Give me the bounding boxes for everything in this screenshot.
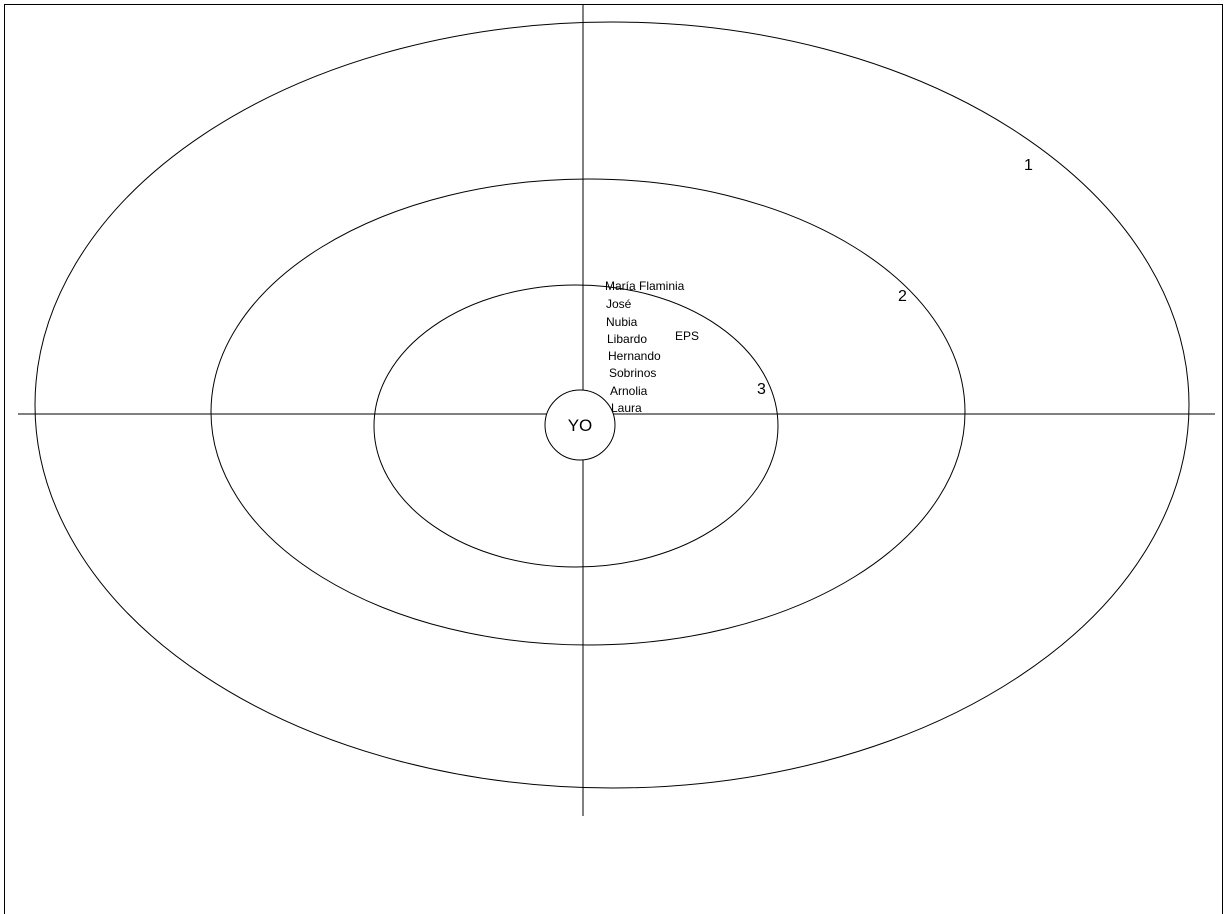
center-circle: [544, 389, 616, 461]
center-label: YO: [568, 416, 593, 435]
name-label: Laura: [611, 401, 642, 415]
ring-label-3: 3: [757, 381, 766, 398]
name-label: Libardo: [607, 332, 647, 346]
outer-ring: [34, 21, 1190, 789]
inner-ring: [373, 284, 779, 568]
name-label: Arnolia: [610, 384, 648, 398]
middle-ring: [210, 178, 966, 646]
name-label: Sobrinos: [609, 366, 656, 380]
page-border: [4, 4, 1223, 914]
eps-label: EPS: [675, 329, 699, 343]
ring-label-2: 2: [898, 288, 907, 305]
name-label: Hernando: [608, 349, 661, 363]
name-label: María Flaminia: [605, 279, 685, 293]
name-label: José: [606, 297, 632, 311]
name-label: Nubia: [606, 315, 638, 329]
ring-label-1: 1: [1024, 157, 1033, 174]
